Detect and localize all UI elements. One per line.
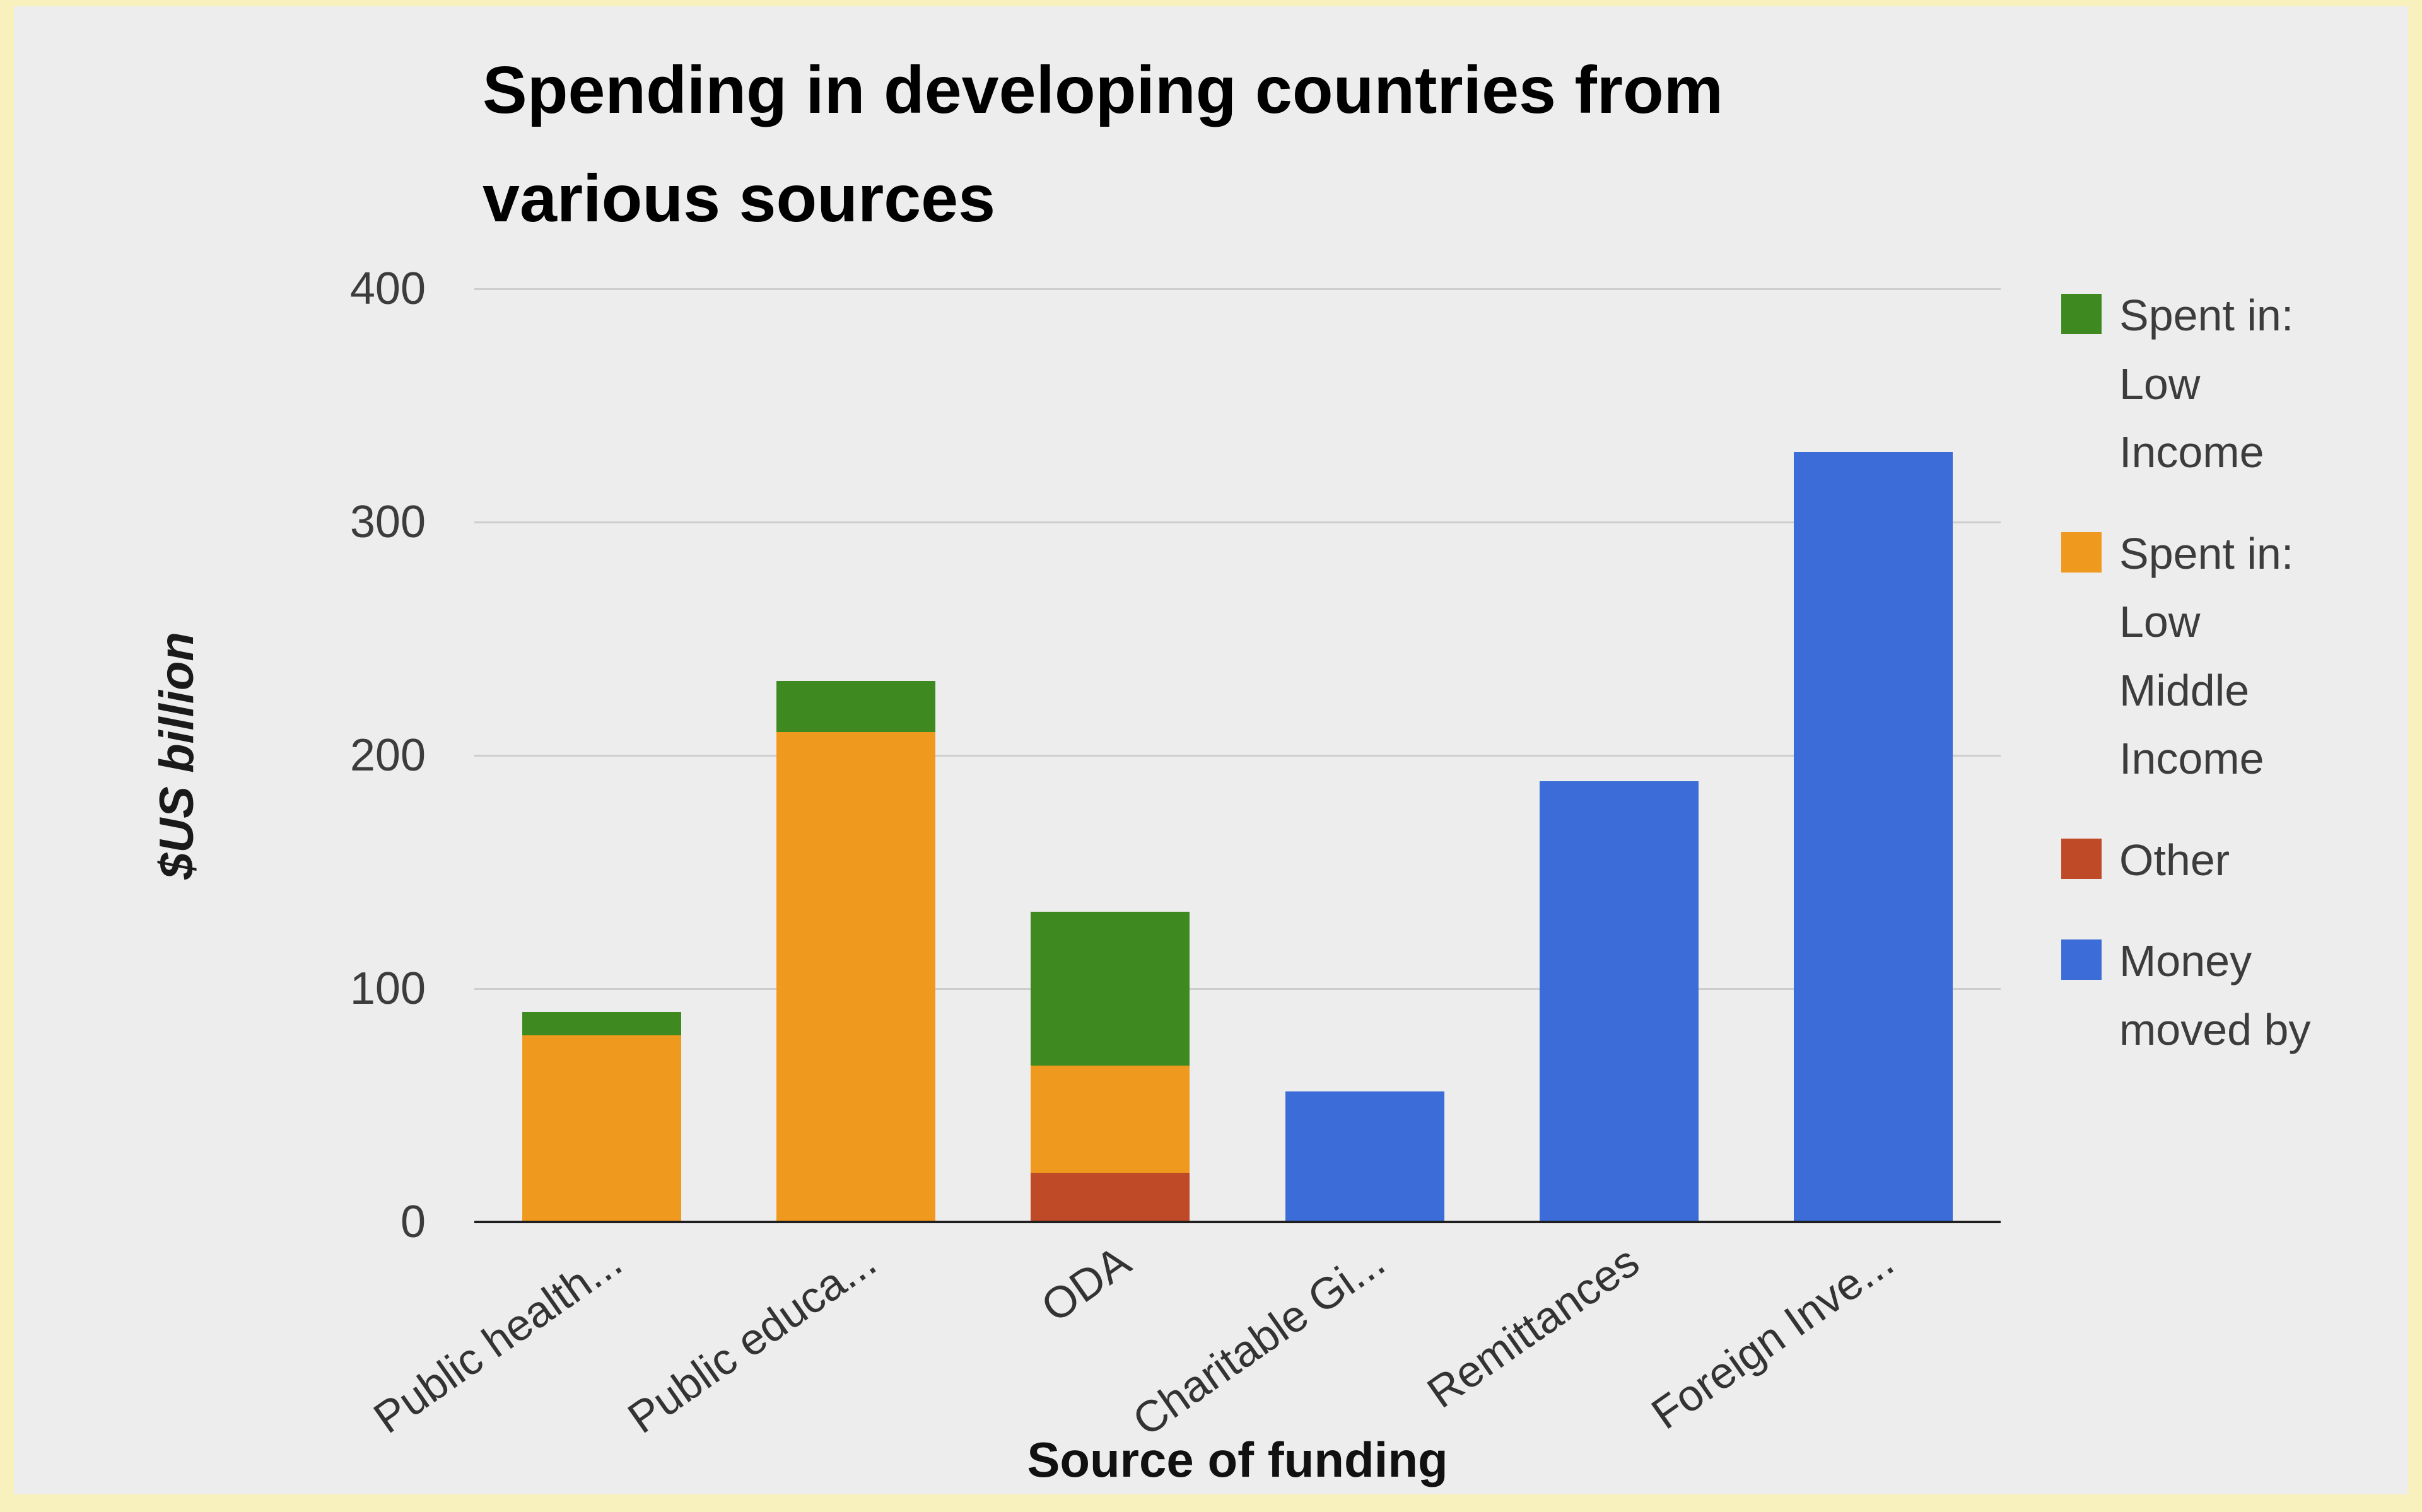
- bar[interactable]: [1794, 452, 1953, 1222]
- legend: Spent in: Low Income Spent in: Low Middle…: [2061, 281, 2339, 1096]
- bar-segment[interactable]: [776, 732, 935, 1222]
- legend-label: Spent in: Low Middle Income: [2119, 528, 2294, 784]
- bar-segment[interactable]: [522, 1035, 681, 1222]
- bar-segment[interactable]: [522, 1012, 681, 1035]
- x-axis-line: [474, 1221, 2001, 1223]
- legend-item[interactable]: Spent in: Low Income: [2061, 281, 2339, 487]
- chart-surface: [14, 6, 2408, 1494]
- legend-item[interactable]: Other: [2061, 826, 2339, 895]
- bar-segment[interactable]: [1794, 452, 1953, 1222]
- y-axis-ticks: 0 100 200 300 400: [271, 266, 426, 1245]
- bar-segment[interactable]: [776, 680, 935, 732]
- gridline: [474, 288, 2001, 290]
- legend-item[interactable]: Spent in: Low Middle Income: [2061, 520, 2339, 793]
- bar[interactable]: [1539, 781, 1699, 1222]
- bar-group: Public educa...: [619, 289, 983, 1443]
- bar[interactable]: [776, 680, 935, 1222]
- bar-segment[interactable]: [1031, 911, 1190, 1066]
- x-axis-title: Source of funding: [1027, 1432, 1448, 1487]
- bar-segment[interactable]: [1539, 781, 1699, 1222]
- y-tick-label: 0: [400, 1197, 426, 1247]
- legend-item[interactable]: Money moved by: [2061, 927, 2339, 1064]
- gridline: [474, 521, 2001, 523]
- y-axis-title-text: $US billion: [149, 631, 204, 880]
- legend-label: Money moved by: [2119, 936, 2311, 1054]
- bar-group: Public health...: [365, 289, 728, 1443]
- y-tick-label: 300: [349, 497, 426, 547]
- bar-segment[interactable]: [1285, 1091, 1444, 1222]
- bar[interactable]: [1031, 911, 1190, 1222]
- plot-area: Public health... Public educa... ODA Charit…: [365, 288, 2001, 1446]
- gridline: [474, 988, 2001, 990]
- bar[interactable]: [1285, 1091, 1444, 1222]
- bar-segment[interactable]: [1031, 1066, 1190, 1173]
- legend-label: Other: [2119, 835, 2230, 885]
- y-tick-label: 400: [349, 264, 426, 314]
- legend-swatch: [2061, 838, 2102, 879]
- chart-title-line-1: Spending in developing countries from: [483, 53, 1724, 127]
- bar-group: Remittances: [1419, 289, 1746, 1417]
- legend-swatch: [2061, 939, 2102, 980]
- bar-group: Foreign Inve...: [1642, 289, 2001, 1438]
- bars-container: Public health... Public educa... ODA Charit…: [365, 289, 2001, 1446]
- legend-swatch: [2061, 532, 2102, 573]
- bar-segment[interactable]: [1031, 1173, 1190, 1222]
- bar-group: Charitable Gi...: [1124, 289, 1492, 1446]
- bar-group: ODA: [983, 289, 1237, 1332]
- y-tick-label: 200: [349, 730, 426, 781]
- gridline: [474, 755, 2001, 757]
- chart-title-line-2: various sources: [483, 161, 996, 236]
- y-tick-label: 100: [349, 963, 426, 1014]
- legend-label: Spent in: Low Income: [2119, 291, 2294, 477]
- bar[interactable]: [522, 1012, 681, 1222]
- chart-title: Spending in developing countries from va…: [483, 37, 1723, 253]
- y-axis-title: $US billion: [95, 289, 259, 1222]
- legend-swatch: [2061, 294, 2102, 334]
